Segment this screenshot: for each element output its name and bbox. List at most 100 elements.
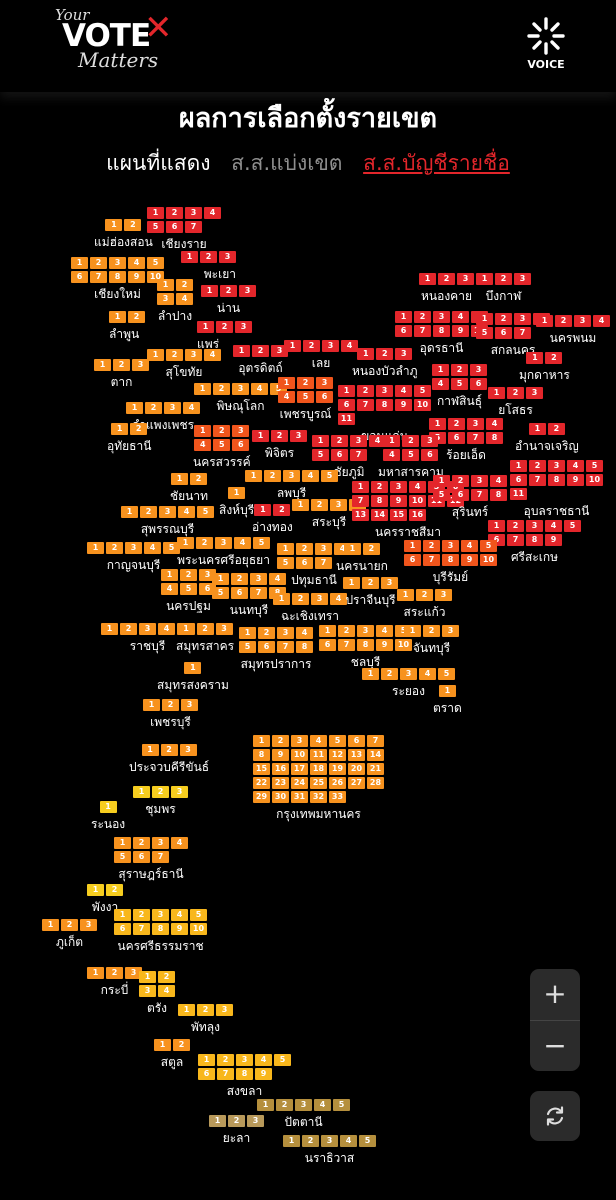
province-38[interactable]: 12345678910111213141516นครราชสีมา — [352, 474, 464, 542]
district-cell[interactable]: 1 — [201, 285, 218, 297]
province-46[interactable]: 1 2 3 4 5 6 7 8 9 10 บุรีรัมย์ — [404, 533, 497, 587]
district-cell[interactable]: 7 — [133, 923, 150, 935]
district-cell[interactable]: 4 — [340, 1135, 357, 1147]
district-cell[interactable]: 2 — [272, 735, 289, 747]
province-2[interactable]: 1 2 3 4 5 6 7 8 9 10 เชียงใหม่ — [71, 250, 164, 304]
district-cell[interactable]: 2 — [507, 520, 524, 532]
district-cell[interactable]: 1 — [184, 662, 202, 674]
district-cell[interactable]: 6 — [232, 439, 250, 451]
province-68[interactable]: 1 2 3 4 5 6 7 8 9 10 นครศรีธรรมราช — [114, 902, 207, 956]
district-cell[interactable]: 21 — [367, 763, 384, 775]
district-cell[interactable]: 1 — [147, 349, 164, 361]
district-cell[interactable]: 5 — [253, 537, 270, 549]
province-36[interactable]: 1 2 อ่างทอง — [252, 497, 293, 537]
district-cell[interactable]: 9 — [171, 923, 188, 935]
province-69[interactable]: 1 2 3 กระบี่ — [87, 960, 142, 1000]
province-1[interactable]: 1 2 3 4 5 6 7 เชียงราย — [147, 200, 221, 254]
district-cell[interactable]: 6 — [495, 327, 512, 339]
district-cell[interactable]: 3 — [316, 377, 333, 389]
district-cell[interactable]: 2 — [438, 273, 455, 285]
district-cell[interactable]: 28 — [367, 777, 384, 789]
district-cell[interactable]: 3 — [139, 985, 156, 997]
district-cell[interactable]: 2 — [166, 349, 183, 361]
district-cell[interactable]: 14 — [367, 749, 384, 761]
district-cell[interactable]: 7 — [185, 221, 202, 233]
province-51[interactable]: 1 2 3 สระแก้ว — [397, 582, 452, 622]
district-cell[interactable]: 7 — [357, 399, 374, 411]
district-cell[interactable]: 1 — [292, 499, 309, 511]
district-cell[interactable]: 4 — [158, 623, 175, 635]
district-cell[interactable]: 16 — [409, 509, 426, 521]
district-cell[interactable]: 17 — [291, 763, 308, 775]
district-cell[interactable]: 1 — [397, 589, 414, 601]
district-cell[interactable]: 2 — [529, 460, 546, 472]
district-cell[interactable]: 13 — [352, 509, 369, 521]
district-cell[interactable]: 2 — [140, 506, 157, 518]
district-cell[interactable]: 4 — [158, 985, 175, 997]
district-cell[interactable]: 7 — [507, 534, 524, 546]
province-13[interactable]: 1 2 3 หนองคาย — [419, 266, 474, 306]
district-cell[interactable]: 13 — [348, 749, 365, 761]
district-cell[interactable]: 15 — [253, 763, 270, 775]
district-cell[interactable]: 3 — [132, 359, 149, 371]
district-cell[interactable]: 2 — [228, 1115, 245, 1127]
district-cell[interactable]: 1 — [312, 435, 329, 447]
district-cell[interactable]: 3 — [381, 577, 398, 589]
district-cell[interactable]: 5 — [213, 439, 231, 451]
province-47[interactable]: 1 2 3 4 5 6 นครปฐม — [161, 562, 216, 616]
district-cell[interactable]: 4 — [593, 315, 610, 327]
district-cell[interactable]: 4 — [452, 311, 469, 323]
district-cell[interactable]: 8 — [376, 399, 393, 411]
district-cell[interactable]: 6 — [231, 587, 248, 599]
district-cell[interactable]: 1 — [141, 744, 159, 756]
district-cell[interactable]: 1 — [404, 625, 421, 637]
district-cell[interactable]: 2 — [213, 383, 230, 395]
district-cell[interactable]: 12 — [329, 749, 346, 761]
district-cell[interactable]: 2 — [176, 279, 193, 291]
district-cell[interactable]: 1 — [319, 625, 336, 637]
tab-constituency-mp[interactable]: ส.ส.แบ่งเขต — [231, 151, 343, 175]
district-cell[interactable]: 2 — [162, 699, 179, 711]
district-cell[interactable]: 3 — [219, 251, 236, 263]
district-cell[interactable]: 1 — [71, 257, 88, 269]
district-cell[interactable]: 9 — [272, 749, 289, 761]
district-cell[interactable]: 1 — [528, 423, 546, 435]
district-cell[interactable]: 2 — [451, 364, 468, 376]
district-cell[interactable]: 32 — [310, 791, 327, 803]
province-4[interactable]: 1 2 ลำพูน — [109, 304, 145, 344]
province-53[interactable]: 1 2 3 สมุทรสาคร — [176, 616, 234, 656]
district-cell[interactable]: 3 — [181, 699, 198, 711]
province-67[interactable]: 1 2 3 ภูเก็ต — [42, 912, 97, 952]
district-cell[interactable]: 2 — [264, 470, 281, 482]
district-cell[interactable]: 4 — [490, 475, 507, 487]
district-cell[interactable]: 4 — [419, 668, 436, 680]
district-cell[interactable]: 2 — [197, 1004, 214, 1016]
district-cell[interactable]: 4 — [255, 1054, 272, 1066]
district-cell[interactable]: 2 — [452, 475, 469, 487]
province-59[interactable]: 1 ตราด — [433, 678, 462, 718]
district-cell[interactable]: 4 — [144, 542, 161, 554]
district-cell[interactable]: 3 — [526, 387, 543, 399]
district-cell[interactable]: 2 — [190, 473, 208, 485]
district-cell[interactable]: 2 — [296, 543, 313, 555]
district-cell[interactable]: 4 — [204, 207, 221, 219]
district-cell[interactable]: 30 — [272, 791, 289, 803]
district-cell[interactable]: 8 — [490, 489, 507, 501]
district-cell[interactable]: 3 — [152, 909, 169, 921]
district-cell[interactable]: 2 — [273, 504, 291, 516]
district-cell[interactable]: 7 — [250, 587, 267, 599]
district-cell[interactable]: 1 — [87, 967, 104, 979]
province-73[interactable]: 1 2 3 4 5 6 7 8 9 สงขลา — [198, 1047, 291, 1101]
zoom-in-button[interactable]: + — [543, 977, 567, 1010]
province-43[interactable]: 1 2 3 4 5 พระนครศรีอยุธยา — [177, 530, 270, 570]
district-cell[interactable]: 18 — [310, 763, 327, 775]
district-cell[interactable]: 9 — [128, 271, 145, 283]
district-cell[interactable]: 3 — [236, 1054, 253, 1066]
district-cell[interactable]: 9 — [567, 474, 584, 486]
district-cell[interactable]: 1 — [94, 359, 111, 371]
district-cell[interactable]: 8 — [433, 325, 450, 337]
district-cell[interactable]: 7 — [467, 432, 484, 444]
district-cell[interactable]: 2 — [495, 313, 512, 325]
district-cell[interactable]: 10 — [586, 474, 603, 486]
district-cell[interactable]: 3 — [435, 589, 452, 601]
